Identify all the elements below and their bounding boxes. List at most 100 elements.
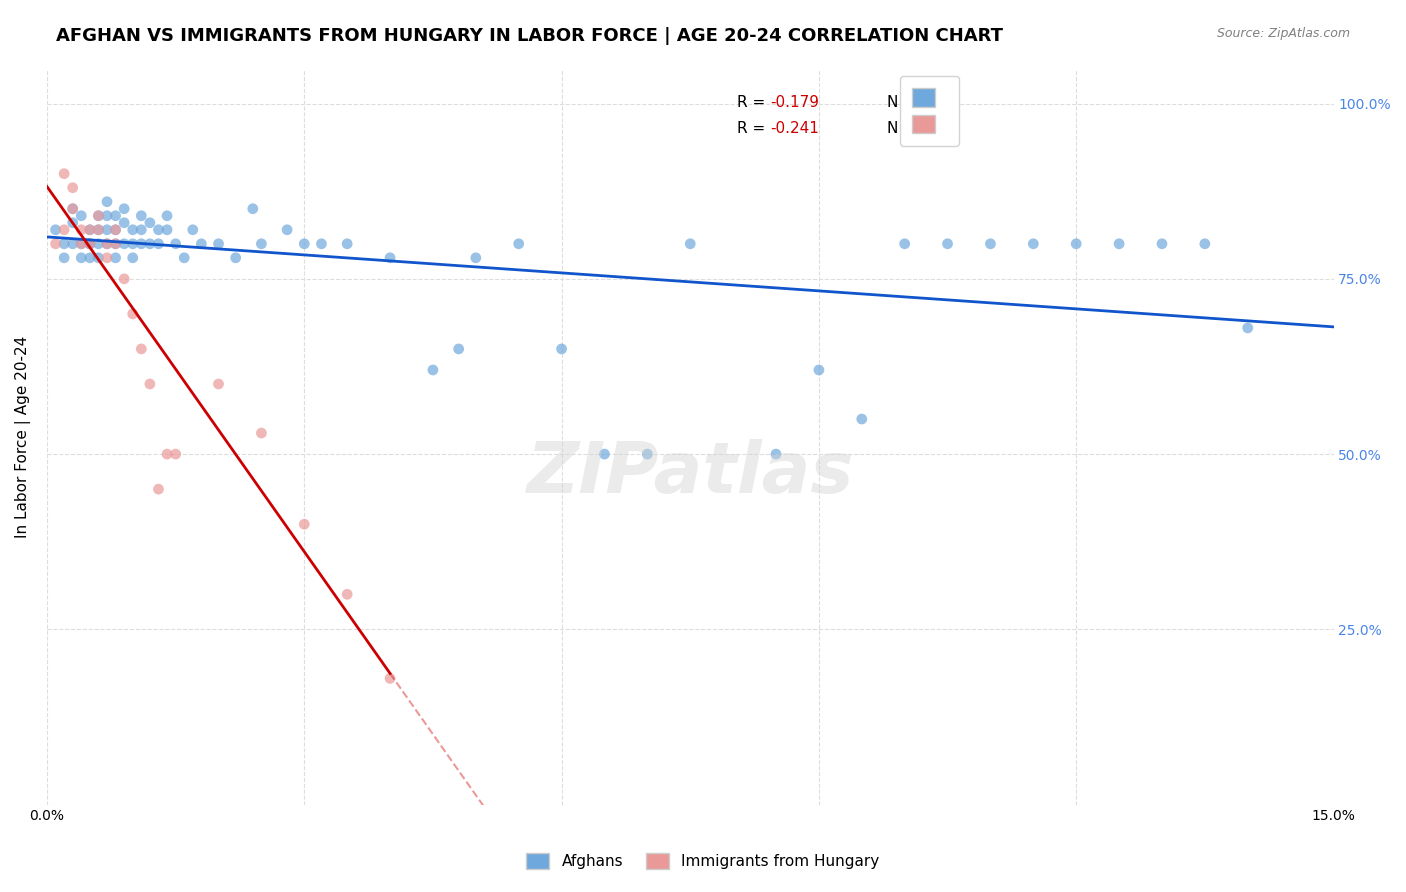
Point: [979, 236, 1001, 251]
Text: R =: R =: [737, 95, 769, 110]
Point: [173, 251, 195, 265]
Point: [104, 236, 127, 251]
Point: [112, 202, 135, 216]
Point: [104, 209, 127, 223]
Point: [311, 236, 333, 251]
Point: [53, 236, 76, 251]
Point: [1022, 236, 1045, 251]
Point: [104, 236, 127, 251]
Point: [96, 236, 118, 251]
Point: [96, 236, 118, 251]
Point: [79, 251, 101, 265]
Point: [292, 517, 315, 532]
Point: [131, 209, 153, 223]
Point: [207, 376, 229, 391]
Point: [1150, 236, 1173, 251]
Point: [87, 223, 110, 237]
Text: N =: N =: [887, 95, 921, 110]
Point: [62, 236, 84, 251]
Point: [121, 251, 143, 265]
Point: [70, 251, 93, 265]
Point: [45, 236, 67, 251]
Point: [87, 209, 110, 223]
Text: 27: 27: [920, 121, 941, 136]
Point: [131, 236, 153, 251]
Text: AFGHAN VS IMMIGRANTS FROM HUNGARY IN LABOR FORCE | AGE 20-24 CORRELATION CHART: AFGHAN VS IMMIGRANTS FROM HUNGARY IN LAB…: [56, 27, 1004, 45]
Point: [70, 209, 93, 223]
Point: [70, 236, 93, 251]
Text: Source: ZipAtlas.com: Source: ZipAtlas.com: [1216, 27, 1350, 40]
Point: [53, 251, 76, 265]
Point: [121, 223, 143, 237]
Point: [250, 236, 273, 251]
Point: [636, 447, 658, 461]
Point: [807, 363, 830, 377]
Point: [276, 223, 298, 237]
Point: [53, 223, 76, 237]
Point: [378, 251, 401, 265]
Point: [336, 587, 359, 601]
Point: [156, 209, 179, 223]
Text: -0.179: -0.179: [770, 95, 820, 110]
Point: [79, 223, 101, 237]
Point: [62, 202, 84, 216]
Point: [1236, 321, 1258, 335]
Y-axis label: In Labor Force | Age 20-24: In Labor Force | Age 20-24: [15, 335, 31, 538]
Text: ZIPatlas: ZIPatlas: [527, 439, 853, 508]
Point: [148, 236, 170, 251]
Point: [79, 223, 101, 237]
Point: [679, 236, 702, 251]
Point: [121, 307, 143, 321]
Point: [447, 342, 470, 356]
Point: [70, 236, 93, 251]
Point: [104, 223, 127, 237]
Legend: Afghans, Immigrants from Hungary: Afghans, Immigrants from Hungary: [520, 847, 886, 875]
Point: [464, 251, 486, 265]
Point: [62, 202, 84, 216]
Point: [207, 236, 229, 251]
Point: [112, 236, 135, 251]
Point: [87, 251, 110, 265]
Point: [242, 202, 264, 216]
Point: [70, 223, 93, 237]
Point: [104, 223, 127, 237]
Text: -0.241: -0.241: [770, 121, 818, 136]
Point: [378, 672, 401, 686]
Point: [139, 236, 162, 251]
Legend: , : ,: [900, 76, 959, 145]
Text: N =: N =: [887, 121, 921, 136]
Point: [87, 209, 110, 223]
Point: [593, 447, 616, 461]
Point: [225, 251, 247, 265]
Point: [1194, 236, 1216, 251]
Point: [292, 236, 315, 251]
Point: [112, 216, 135, 230]
Point: [96, 194, 118, 209]
Point: [96, 251, 118, 265]
Point: [148, 223, 170, 237]
Point: [156, 447, 179, 461]
Point: [96, 209, 118, 223]
Point: [156, 223, 179, 237]
Point: [190, 236, 212, 251]
Point: [139, 216, 162, 230]
Point: [893, 236, 915, 251]
Point: [79, 236, 101, 251]
Text: R =: R =: [737, 121, 769, 136]
Point: [87, 236, 110, 251]
Point: [336, 236, 359, 251]
Point: [79, 236, 101, 251]
Point: [53, 167, 76, 181]
Point: [181, 223, 204, 237]
Point: [62, 180, 84, 194]
Point: [104, 251, 127, 265]
Point: [45, 223, 67, 237]
Point: [765, 447, 787, 461]
Point: [131, 342, 153, 356]
Point: [87, 223, 110, 237]
Point: [165, 447, 187, 461]
Point: [121, 236, 143, 251]
Point: [936, 236, 959, 251]
Point: [62, 216, 84, 230]
Point: [550, 342, 572, 356]
